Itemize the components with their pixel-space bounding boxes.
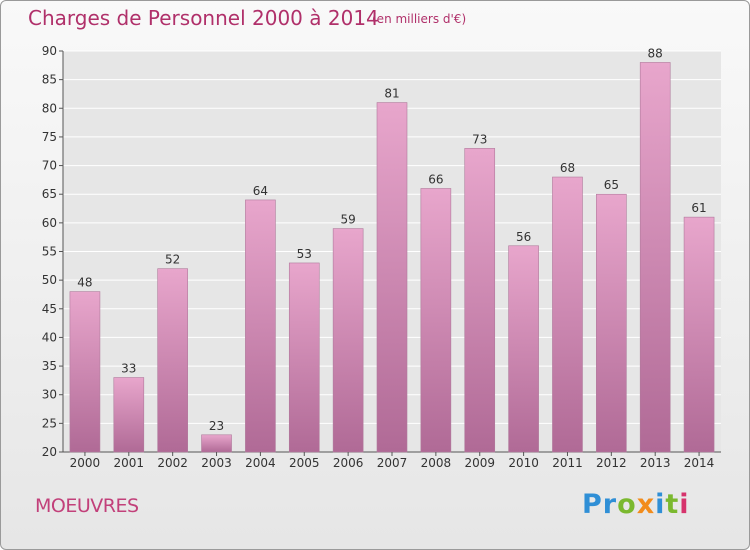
bar-value-label: 68 — [560, 161, 575, 175]
bar-value-label: 56 — [516, 230, 531, 244]
y-tick-label: 90 — [42, 44, 57, 58]
chart-title: Charges de Personnel 2000 à 2014 — [28, 6, 379, 30]
x-tick-label: 2001 — [114, 456, 145, 470]
y-tick-label: 25 — [42, 416, 57, 430]
y-tick-label: 30 — [42, 388, 57, 402]
x-tick-label: 2003 — [201, 456, 232, 470]
bar-value-label: 81 — [384, 87, 399, 101]
x-tick-label: 2000 — [70, 456, 101, 470]
bar-value-label: 52 — [165, 253, 180, 267]
x-tick-label: 2009 — [464, 456, 495, 470]
x-tick-label: 2002 — [157, 456, 188, 470]
y-tick-label: 45 — [42, 302, 57, 316]
y-tick-label: 80 — [42, 101, 57, 115]
bar — [639, 62, 671, 453]
logo-letter: r — [602, 489, 618, 520]
y-tick-label: 35 — [42, 359, 57, 373]
y-tick-label: 70 — [42, 159, 57, 173]
bar — [552, 176, 583, 453]
bar — [157, 268, 188, 453]
bar — [332, 228, 364, 453]
logo-letter: i — [655, 489, 666, 520]
y-tick-label: 55 — [42, 245, 57, 259]
bar — [508, 245, 539, 453]
logo-letter: o — [617, 489, 637, 520]
x-tick-label: 2011 — [552, 456, 583, 470]
proxiti-logo: Proxiti — [582, 489, 690, 520]
bar-value-label: 64 — [253, 184, 268, 198]
y-tick-label: 65 — [42, 187, 57, 201]
bar — [201, 434, 232, 453]
bar-value-label: 88 — [648, 46, 663, 60]
chart-unit: (en milliers d'€) — [372, 12, 467, 26]
x-tick-label: 2010 — [508, 456, 539, 470]
bar — [113, 377, 145, 453]
y-tick-label: 75 — [42, 130, 57, 144]
y-tick-label: 50 — [42, 273, 57, 287]
bar-value-label: 66 — [428, 172, 443, 186]
logo-letter: i — [679, 489, 690, 520]
x-tick-label: 2012 — [596, 456, 627, 470]
bar-value-label: 65 — [604, 178, 619, 192]
bar-value-label: 61 — [691, 201, 706, 215]
bar — [376, 102, 408, 453]
bar — [245, 199, 276, 453]
y-tick-label: 60 — [42, 216, 57, 230]
bar — [683, 216, 715, 453]
logo-letter: t — [665, 489, 680, 520]
bar-value-label: 48 — [77, 276, 92, 290]
bar-value-label: 59 — [340, 213, 355, 227]
y-tick-label: 20 — [42, 445, 57, 459]
bar-value-label: 33 — [121, 362, 136, 376]
bar — [69, 291, 101, 453]
y-tick-label: 85 — [42, 73, 57, 87]
x-tick-label: 2006 — [333, 456, 364, 470]
x-tick-label: 2004 — [245, 456, 276, 470]
x-tick-label: 2013 — [640, 456, 671, 470]
bar-value-label: 73 — [472, 132, 487, 146]
bar-value-label: 53 — [297, 247, 312, 261]
x-tick-label: 2014 — [684, 456, 715, 470]
logo-letter: P — [582, 489, 603, 520]
commune-name: MOEUVRES — [35, 495, 139, 517]
y-tick-label: 40 — [42, 330, 57, 344]
bar — [596, 193, 627, 453]
x-tick-label: 2008 — [421, 456, 452, 470]
logo-letter: x — [636, 489, 656, 520]
bar — [288, 262, 320, 453]
bar-value-label: 23 — [209, 419, 224, 433]
x-tick-label: 2005 — [289, 456, 320, 470]
x-tick-label: 2007 — [377, 456, 408, 470]
bar — [420, 188, 452, 453]
bar — [464, 148, 496, 453]
